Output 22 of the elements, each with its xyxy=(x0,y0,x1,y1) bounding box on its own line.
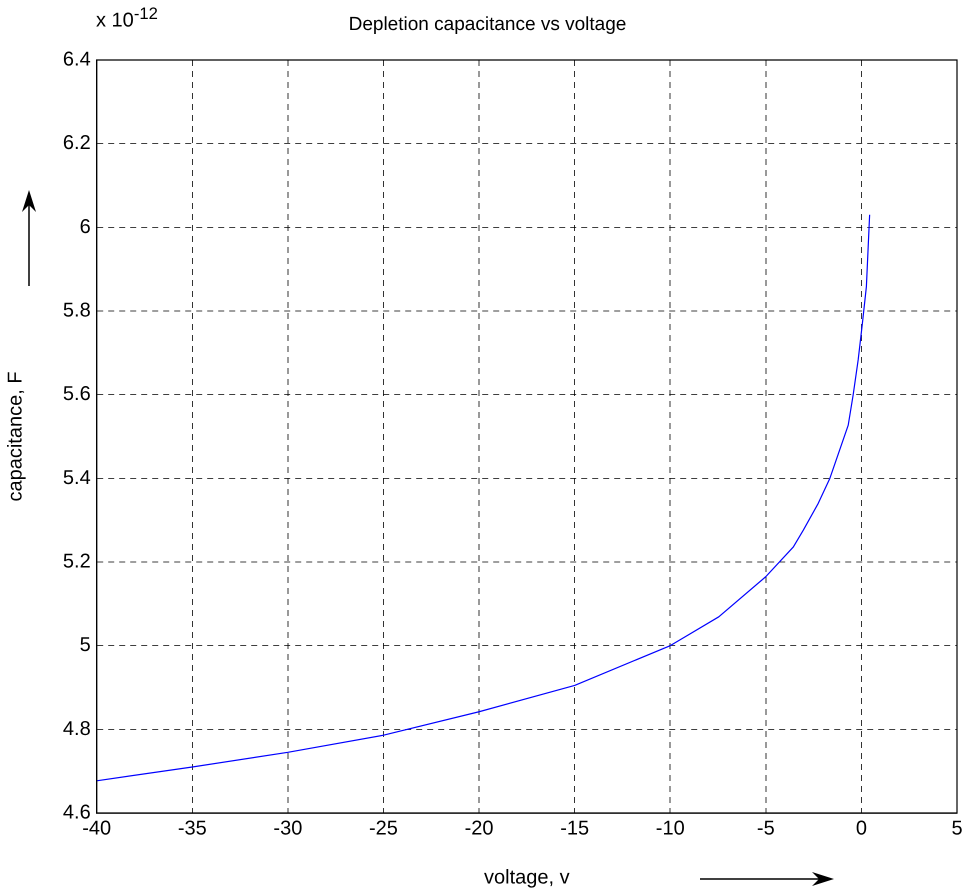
y-tick-label: 4.8 xyxy=(62,718,91,740)
chart-title: Depletion capacitance vs voltage xyxy=(348,14,626,35)
x-tick-label: -30 xyxy=(273,818,302,840)
y-tick-label: 5.2 xyxy=(62,550,91,573)
x-tick-label: -20 xyxy=(464,818,494,840)
y-tick-label: 6.4 xyxy=(62,48,91,71)
x-axis-title: voltage, v xyxy=(484,866,570,889)
x-tick-label: 5 xyxy=(951,818,963,840)
x-tick-label: 0 xyxy=(856,818,867,840)
y-tick-label: 5.8 xyxy=(62,300,91,322)
text: x 10$^{-12}$ xyxy=(96,4,158,33)
y-tick-label: 6 xyxy=(80,216,91,238)
x-tick-label: -5 xyxy=(756,818,775,840)
x-tick-label: -10 xyxy=(656,818,685,840)
x-tick-label: -35 xyxy=(178,818,207,840)
y-tick-label: 5.4 xyxy=(62,466,91,489)
y-tick-label: 5 xyxy=(80,634,91,656)
y-axis-title: capacitance, F xyxy=(4,371,27,502)
x-tick-label: -25 xyxy=(369,818,398,840)
y-tick-label: 5.6 xyxy=(62,383,91,406)
y-tick-label: 6.2 xyxy=(62,132,91,154)
x-tick-label: -15 xyxy=(560,818,590,840)
